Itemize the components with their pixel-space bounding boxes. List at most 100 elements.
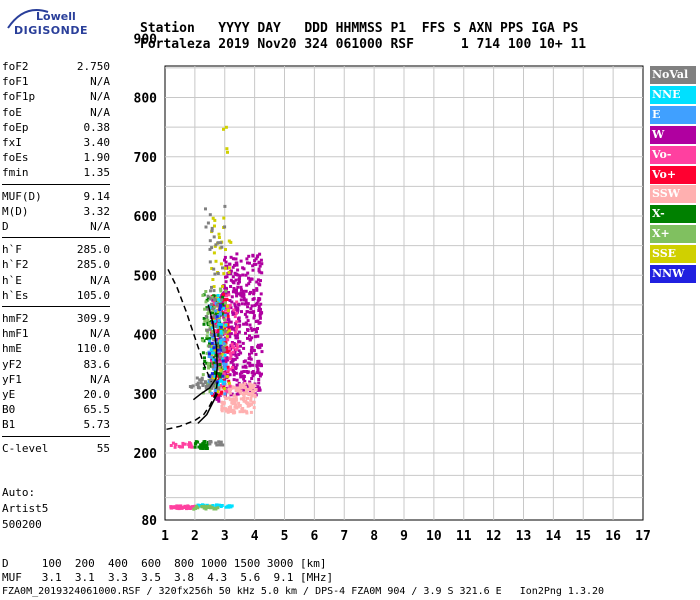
- scatter-point: [218, 246, 222, 250]
- scatter-point: [209, 348, 213, 352]
- scatter-point: [212, 267, 216, 271]
- scatter-point: [223, 394, 227, 398]
- scatter-point: [230, 327, 234, 331]
- scatter-point: [208, 239, 212, 243]
- scatter-point: [220, 294, 224, 298]
- scatter-point: [234, 336, 238, 340]
- scatter-point: [235, 300, 239, 304]
- scatter-point: [222, 293, 225, 297]
- scatter-point: [213, 374, 217, 378]
- scatter-point: [238, 340, 242, 344]
- scatter-point: [219, 262, 223, 266]
- scatter-point: [259, 362, 263, 366]
- scatter-point: [244, 301, 248, 305]
- scatter-point: [225, 350, 229, 353]
- scatter-point: [239, 386, 243, 390]
- scatter-point: [250, 346, 254, 350]
- param-row: foF2 2.750: [2, 60, 110, 74]
- scatter-point: [225, 345, 229, 349]
- scatter-point: [199, 381, 203, 385]
- scatter-point: [225, 304, 229, 308]
- scatter-point: [212, 235, 216, 239]
- scatter-point: [213, 297, 217, 301]
- param-value: 1.90: [83, 151, 111, 165]
- scatter-point: [248, 380, 252, 384]
- scatter-point: [240, 383, 244, 387]
- x-tick-label: 14: [546, 529, 562, 544]
- scatter-point: [241, 292, 245, 296]
- scatter-point: [202, 322, 206, 326]
- scatter-point: [252, 310, 256, 314]
- param-value: 0.38: [83, 120, 111, 134]
- scatter-point: [213, 389, 217, 392]
- param-row: h`F2 285.0: [2, 258, 110, 272]
- scatter-point: [204, 386, 208, 390]
- scatter-point: [257, 297, 261, 300]
- scatter-point: [235, 363, 239, 367]
- scatter-point: [219, 334, 223, 338]
- scatter-point: [208, 339, 212, 343]
- scatter-point: [239, 351, 243, 355]
- scatter-point: [208, 325, 212, 329]
- scatter-point: [218, 308, 222, 311]
- scatter-point: [231, 398, 235, 402]
- profile-curve-dashed: [166, 381, 219, 431]
- scatter-point: [233, 302, 237, 306]
- scatter-point: [217, 383, 220, 387]
- scatter-point: [223, 287, 227, 291]
- scatter-point: [248, 292, 252, 296]
- scatter-point: [218, 442, 222, 446]
- param-value: N/A: [90, 273, 110, 287]
- scatter-point: [246, 370, 250, 374]
- y-tick-label: 600: [134, 210, 158, 225]
- scatter-cluster-sse: [222, 125, 229, 154]
- scatter-point: [257, 381, 261, 385]
- x-tick-label: 17: [635, 529, 651, 544]
- scatter-point: [231, 402, 235, 406]
- legend-item-sse: SSE: [650, 245, 696, 264]
- scatter-point: [218, 341, 222, 345]
- scatter-point: [239, 298, 243, 302]
- scatter-point: [245, 310, 249, 314]
- scatter-point: [224, 397, 228, 400]
- scatter-point: [247, 282, 251, 286]
- scatter-point: [228, 329, 231, 333]
- scatter-point: [174, 443, 178, 447]
- scatter-point: [249, 326, 253, 330]
- scatter-point: [228, 391, 232, 395]
- scatter-point: [228, 262, 232, 266]
- auto-label: Auto:: [2, 486, 36, 499]
- y-tick-label: 400: [134, 329, 158, 344]
- scatter-point: [251, 264, 255, 268]
- scatter-point: [218, 322, 222, 326]
- scatter-point: [223, 329, 227, 333]
- scatter-point: [235, 320, 239, 324]
- scatter-point: [220, 408, 224, 411]
- scatter-cluster-vo: [169, 441, 194, 449]
- scatter-point: [224, 505, 228, 509]
- scatter-point: [230, 325, 234, 329]
- scatter-point: [232, 378, 236, 382]
- scatter-point: [208, 364, 212, 368]
- scatter-point: [254, 352, 258, 356]
- scatter-point: [225, 330, 229, 334]
- param-name: fmin: [2, 166, 29, 180]
- scatter-point: [223, 392, 227, 396]
- scatter-point: [256, 278, 260, 282]
- scatter-point: [253, 372, 256, 376]
- x-tick-label: 16: [605, 529, 621, 544]
- scatter-point: [175, 506, 179, 509]
- scatter-point: [169, 505, 173, 509]
- scatter-point: [243, 312, 247, 316]
- scatter-point: [223, 255, 227, 259]
- scatter-point: [177, 505, 181, 509]
- scatter-point: [203, 504, 207, 508]
- scatter-point: [232, 308, 236, 312]
- scatter-point: [240, 310, 243, 314]
- param-value: 83.6: [83, 357, 111, 371]
- scatter-point: [221, 350, 225, 354]
- scatter-point: [218, 374, 222, 378]
- param-name: D: [2, 220, 9, 233]
- scatter-point: [224, 308, 227, 312]
- scatter-point: [210, 333, 214, 337]
